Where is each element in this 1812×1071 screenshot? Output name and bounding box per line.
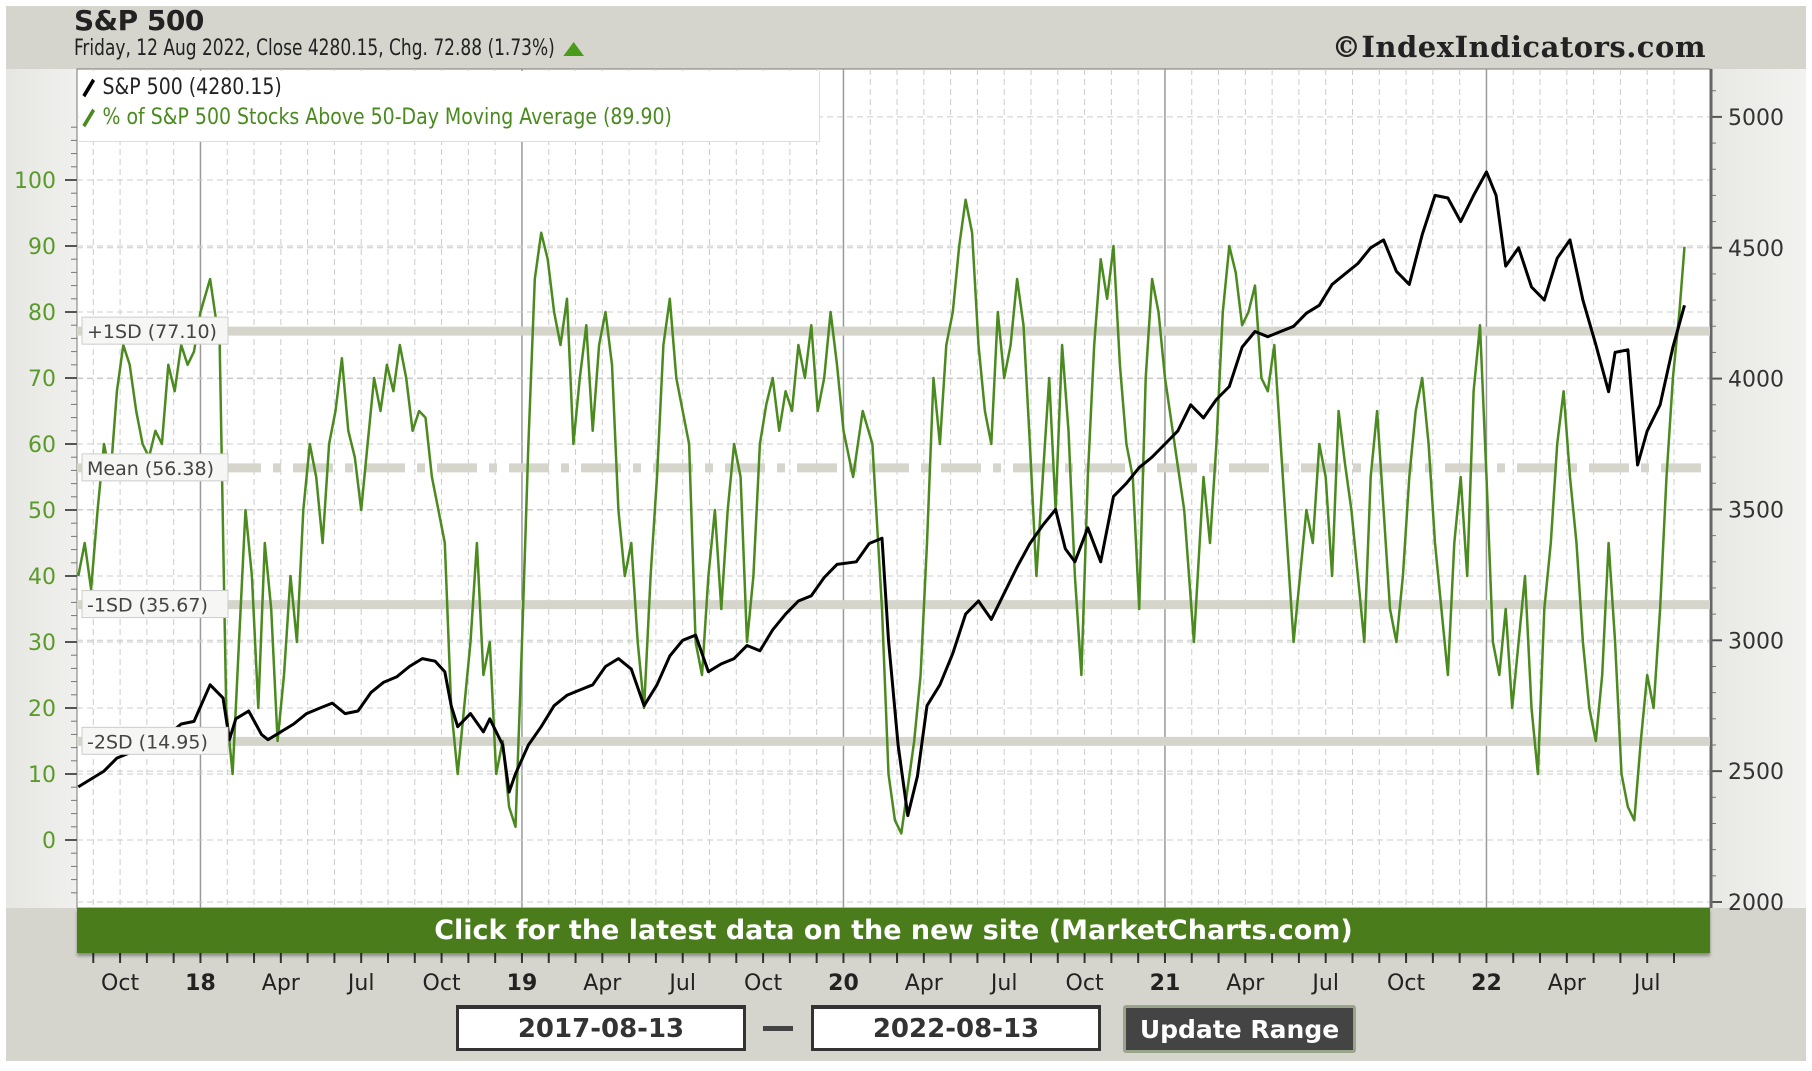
- x-axis-label: Apr: [1226, 971, 1265, 996]
- left-axis-area: [6, 69, 77, 908]
- update-range-button[interactable]: Update Range: [1123, 1005, 1356, 1053]
- new-site-banner-link[interactable]: Click for the latest data on the new sit…: [77, 908, 1710, 953]
- right-axis-label: 2000: [1728, 891, 1784, 916]
- x-axis-label: Oct: [744, 971, 782, 996]
- left-axis-label: 40: [28, 565, 56, 590]
- left-axis-label: 30: [28, 631, 56, 656]
- legend-swatch-icon: [82, 108, 96, 128]
- x-axis-label: Jul: [346, 971, 375, 996]
- legend-label: % of S&P 500 Stocks Above 50-Day Moving …: [102, 105, 672, 130]
- left-axis-label: 10: [28, 763, 56, 788]
- sp500-series-line: [77, 170, 1686, 818]
- x-axis-label: Oct: [1387, 971, 1425, 996]
- x-axis-label: Apr: [905, 971, 944, 996]
- brand-watermark: ©IndexIndicators.com: [1331, 30, 1706, 64]
- x-axis-label: Apr: [583, 971, 622, 996]
- band-label-box: [81, 590, 229, 619]
- range-separator: [763, 1026, 793, 1031]
- x-axis-label: Apr: [262, 971, 301, 996]
- left-axis-label: 70: [28, 367, 56, 392]
- right-axis-label: 5000: [1728, 106, 1784, 131]
- band-label: +1SD (77.10): [87, 321, 217, 343]
- x-axis-label: Jul: [667, 971, 696, 996]
- legend-label: S&P 500 (4280.15): [102, 75, 282, 100]
- legend: S&P 500 (4280.15) % of S&P 500 Stocks Ab…: [79, 71, 820, 142]
- breadth-series-line: [77, 198, 1686, 835]
- right-axis-label: 3000: [1728, 629, 1784, 654]
- x-axis-label: Jul: [989, 971, 1018, 996]
- band-label-box: [81, 453, 229, 482]
- band-label: -1SD (35.67): [87, 595, 208, 617]
- right-axis-label: 4000: [1728, 368, 1784, 393]
- chart-title: S&P 500: [74, 4, 204, 37]
- right-axis-label: 4500: [1728, 237, 1784, 262]
- left-axis-label: 0: [42, 829, 56, 854]
- x-axis-label: Oct: [101, 971, 139, 996]
- legend-swatch-icon: [82, 78, 96, 98]
- x-axis-label: 21: [1150, 971, 1181, 996]
- left-axis-label: 60: [28, 433, 56, 458]
- x-axis-label: Apr: [1548, 971, 1587, 996]
- band-label: -2SD (14.95): [87, 731, 208, 753]
- left-axis-label: 100: [14, 169, 56, 194]
- left-axis-label: 80: [28, 301, 56, 326]
- start-date-input[interactable]: [456, 1005, 746, 1051]
- band-label-box: [81, 316, 229, 345]
- left-axis-label: 50: [28, 499, 56, 524]
- chart-subtitle: Friday, 12 Aug 2022, Close 4280.15, Chg.…: [74, 36, 585, 61]
- legend-item-breadth: % of S&P 500 Stocks Above 50-Day Moving …: [82, 105, 672, 130]
- right-axis-label: 2500: [1728, 760, 1784, 785]
- up-arrow-icon: [563, 42, 585, 56]
- end-date-input[interactable]: [811, 1005, 1101, 1051]
- left-axis-label: 90: [28, 235, 56, 260]
- band-label-box: [81, 726, 229, 755]
- right-axis-area: [1712, 69, 1806, 908]
- x-axis-label: 19: [507, 971, 538, 996]
- x-axis-label: Oct: [1066, 971, 1104, 996]
- subtitle-text: Friday, 12 Aug 2022, Close 4280.15, Chg.…: [74, 36, 555, 61]
- x-axis-label: Jul: [1632, 971, 1661, 996]
- x-axis-label: Oct: [423, 971, 461, 996]
- x-axis-label: 20: [828, 971, 859, 996]
- left-axis-label: 20: [28, 697, 56, 722]
- plot-area: [76, 68, 1711, 909]
- x-axis-label: Jul: [1310, 971, 1339, 996]
- right-axis-label: 3500: [1728, 498, 1784, 523]
- legend-item-sp500: S&P 500 (4280.15): [82, 75, 282, 100]
- x-axis-label: 18: [185, 971, 216, 996]
- band-label: Mean (56.38): [87, 458, 214, 480]
- x-axis-label: 22: [1471, 971, 1502, 996]
